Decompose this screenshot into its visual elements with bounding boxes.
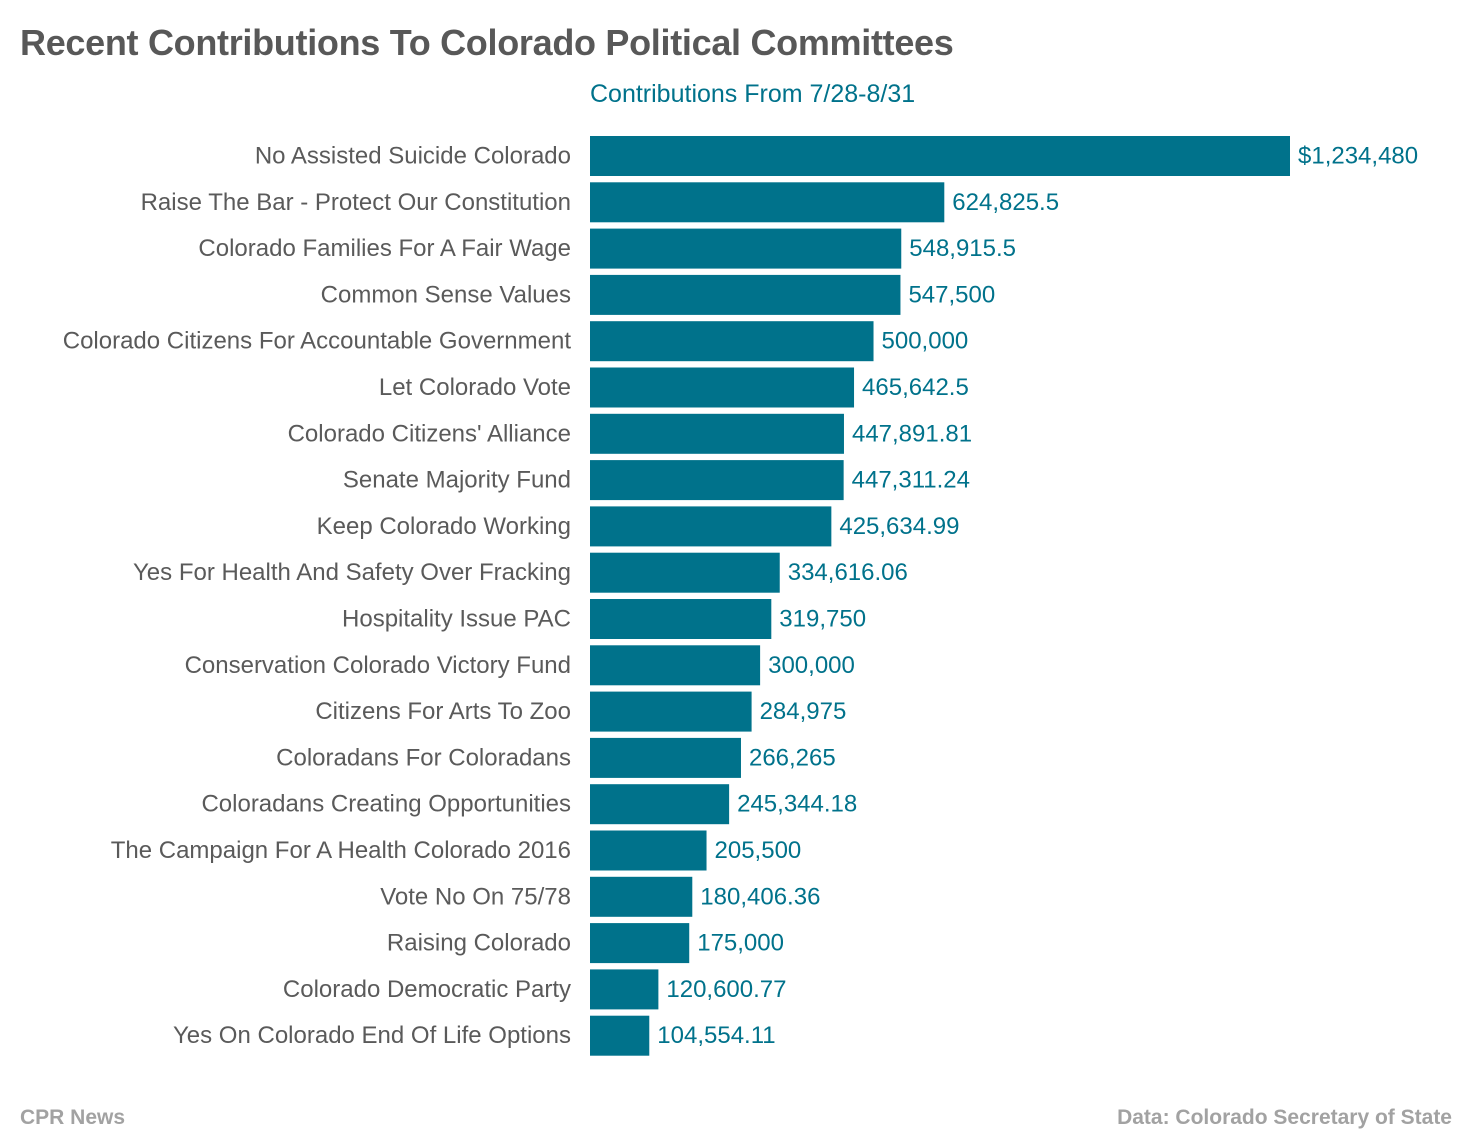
bar [590, 321, 874, 362]
category-label: Raising Colorado [387, 930, 571, 957]
category-label: Colorado Families For A Fair Wage [198, 235, 571, 262]
category-label: No Assisted Suicide Colorado [255, 143, 571, 170]
value-label: 245,344.18 [737, 791, 857, 818]
value-label: $1,234,480 [1298, 143, 1418, 170]
category-label: Vote No On 75/78 [380, 883, 571, 910]
category-label: Let Colorado Vote [379, 374, 571, 401]
value-label: 547,500 [908, 281, 995, 308]
value-label: 284,975 [760, 698, 847, 725]
bar [590, 552, 780, 593]
value-label: 104,554.11 [657, 1022, 775, 1049]
bar [590, 413, 844, 454]
category-label: Coloradans Creating Opportunities [201, 791, 571, 818]
bar [590, 460, 844, 501]
bar [590, 784, 730, 825]
value-label: 548,915.5 [909, 235, 1016, 262]
category-label: Yes For Health And Safety Over Fracking [133, 559, 571, 586]
value-label: 447,891.81 [852, 420, 972, 447]
category-label: Coloradans For Coloradans [276, 744, 571, 771]
category-label: Citizens For Arts To Zoo [315, 698, 571, 725]
footer-credit: CPR News [20, 1106, 126, 1129]
value-label: 624,825.5 [952, 189, 1059, 216]
bar [590, 923, 690, 964]
bar [590, 367, 855, 408]
bar [590, 136, 1290, 176]
bar [590, 830, 707, 871]
bar [590, 737, 741, 778]
bar [590, 969, 659, 1010]
category-label: Conservation Colorado Victory Fund [185, 652, 571, 679]
bar [590, 876, 693, 917]
value-label: 500,000 [882, 328, 969, 355]
bar [590, 182, 945, 223]
chart-title: Recent Contributions To Colorado Politic… [20, 22, 954, 63]
value-label: 425,634.99 [839, 513, 959, 540]
value-label: 447,311.24 [852, 467, 970, 494]
value-label: 300,000 [768, 652, 855, 679]
category-label: Colorado Citizens For Accountable Govern… [63, 328, 572, 355]
bar [590, 274, 901, 315]
footer-source: Data: Colorado Secretary of State [1117, 1106, 1452, 1129]
series-label: Contributions From 7/28-8/31 [590, 80, 916, 108]
bar [590, 1015, 650, 1056]
category-label: Hospitality Issue PAC [342, 606, 571, 633]
category-label: Yes On Colorado End Of Life Options [173, 1022, 571, 1049]
category-label: Keep Colorado Working [317, 513, 571, 540]
value-label: 319,750 [779, 606, 866, 633]
value-label: 334,616.06 [788, 559, 908, 586]
bar [590, 599, 772, 639]
category-label: Senate Majority Fund [343, 467, 571, 494]
bar-chart: No Assisted Suicide Colorado $1,234,480 Ra… [63, 136, 1418, 1056]
bar [590, 645, 761, 686]
category-label: Raise The Bar - Protect Our Constitution [141, 189, 571, 216]
value-label: 120,600.77 [666, 976, 786, 1003]
category-label: Colorado Citizens' Alliance [288, 420, 571, 447]
bar [590, 228, 902, 269]
value-label: 465,642.5 [862, 374, 969, 401]
value-label: 266,265 [749, 744, 836, 771]
bar [590, 691, 752, 732]
value-label: 175,000 [697, 930, 784, 957]
value-label: 180,406.36 [700, 883, 820, 910]
category-label: Colorado Democratic Party [283, 976, 571, 1003]
category-label: Common Sense Values [321, 281, 571, 308]
bar [590, 506, 832, 547]
value-label: 205,500 [715, 837, 802, 864]
category-label: The Campaign For A Health Colorado 2016 [111, 837, 571, 864]
